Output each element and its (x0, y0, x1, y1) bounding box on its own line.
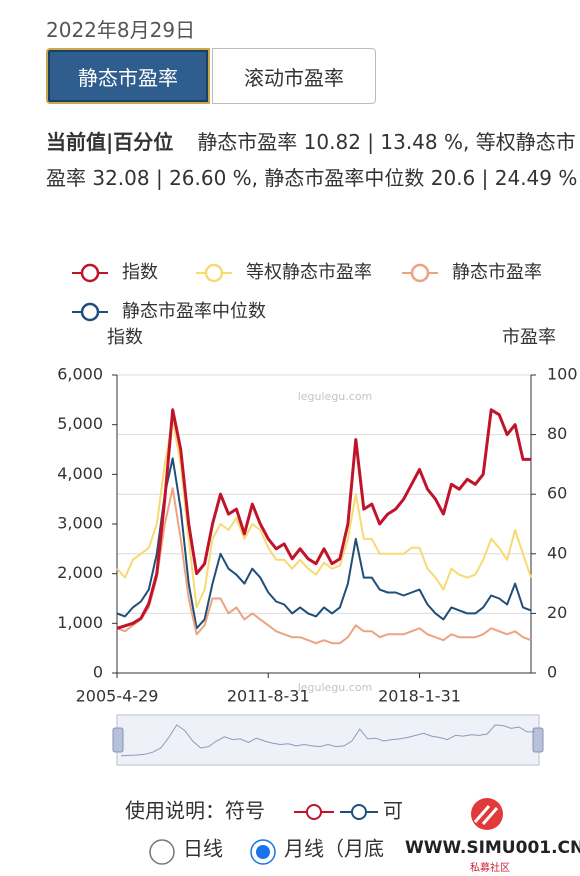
usage-icon (294, 804, 378, 820)
legend-label: 指数 (122, 262, 158, 283)
legend-icon (410, 263, 430, 283)
series-line (116, 418, 532, 609)
summary-label: 当前值|百分位 (46, 130, 174, 154)
radio-option[interactable]: 日线 (149, 837, 223, 865)
legend-icon (80, 263, 100, 283)
date: 2022年8月29日 (46, 18, 196, 42)
zoom-preview (120, 724, 535, 757)
legend-item[interactable]: 静态市盈率 (402, 262, 542, 283)
series-line (116, 408, 531, 630)
logo-subtext: 私募社区 (470, 861, 510, 874)
x-tick-label: 2005-4-29 (76, 687, 159, 706)
y2-axis-title: 市盈率 (502, 327, 556, 348)
radio-dot (256, 845, 270, 859)
zoom-slider[interactable] (116, 714, 540, 766)
watermark: legulegu.com (298, 681, 373, 694)
y2-tick-label: 80 (547, 424, 567, 443)
legend-item[interactable]: 指数 (72, 262, 158, 283)
summary: 当前值|百分位 静态市盈率 10.82 | 13.48 %, 等权静态市盈率 32… (46, 124, 580, 196)
x-tick-label: 2018-1-31 (378, 687, 461, 706)
summary-text: 静态市盈率 10.82 | 13.48 %, 等权静态市盈率 32.08 | 2… (46, 130, 578, 190)
usage-suffix: 可 (383, 799, 403, 823)
legend-icon (204, 263, 224, 283)
y-tick-label: 5,000 (57, 414, 103, 433)
legend-label: 静态市盈率 (452, 262, 542, 283)
y2-tick-label: 20 (547, 603, 567, 622)
series-line (116, 457, 532, 630)
y2-tick-label: 0 (547, 663, 557, 682)
y-tick-label: 0 (93, 663, 103, 682)
zoom-handle[interactable] (532, 727, 544, 753)
zoom-handle[interactable] (112, 727, 124, 753)
radio-label: 月线（月底 (284, 837, 384, 861)
y-tick-label: 3,000 (57, 514, 103, 533)
logo-icon (471, 798, 503, 830)
radio-option[interactable]: 月线（月底 (250, 837, 384, 865)
y2-tick-label: 60 (547, 484, 567, 503)
legend-icon (80, 302, 100, 322)
watermark: legulegu.com (298, 390, 373, 403)
y-tick-label: 2,000 (57, 563, 103, 582)
x-tick-label: 2011-8-31 (227, 687, 310, 706)
usage-label: 使用说明：符号 (125, 799, 265, 823)
y2-tick-label: 40 (547, 543, 567, 562)
radio (149, 839, 175, 865)
y-tick-label: 6,000 (57, 365, 103, 384)
tab[interactable]: 滚动市盈率 (212, 48, 376, 104)
tab[interactable]: 静态市盈率 (46, 48, 210, 104)
legend-label: 等权静态市盈率 (246, 262, 372, 283)
radio-label: 日线 (183, 837, 223, 861)
y-tick-label: 1,000 (57, 613, 103, 632)
legend-label: 静态市盈率中位数 (122, 301, 266, 322)
legend-item[interactable]: 等权静态市盈率 (196, 262, 372, 283)
legend-item[interactable]: 静态市盈率中位数 (72, 301, 266, 322)
y-tick-label: 4,000 (57, 464, 103, 483)
y2-tick-label: 100 (547, 365, 578, 384)
y-axis-title: 指数 (107, 327, 143, 348)
series-line (116, 487, 532, 645)
logo-text: WWW.SIMU001.CN (405, 838, 580, 858)
